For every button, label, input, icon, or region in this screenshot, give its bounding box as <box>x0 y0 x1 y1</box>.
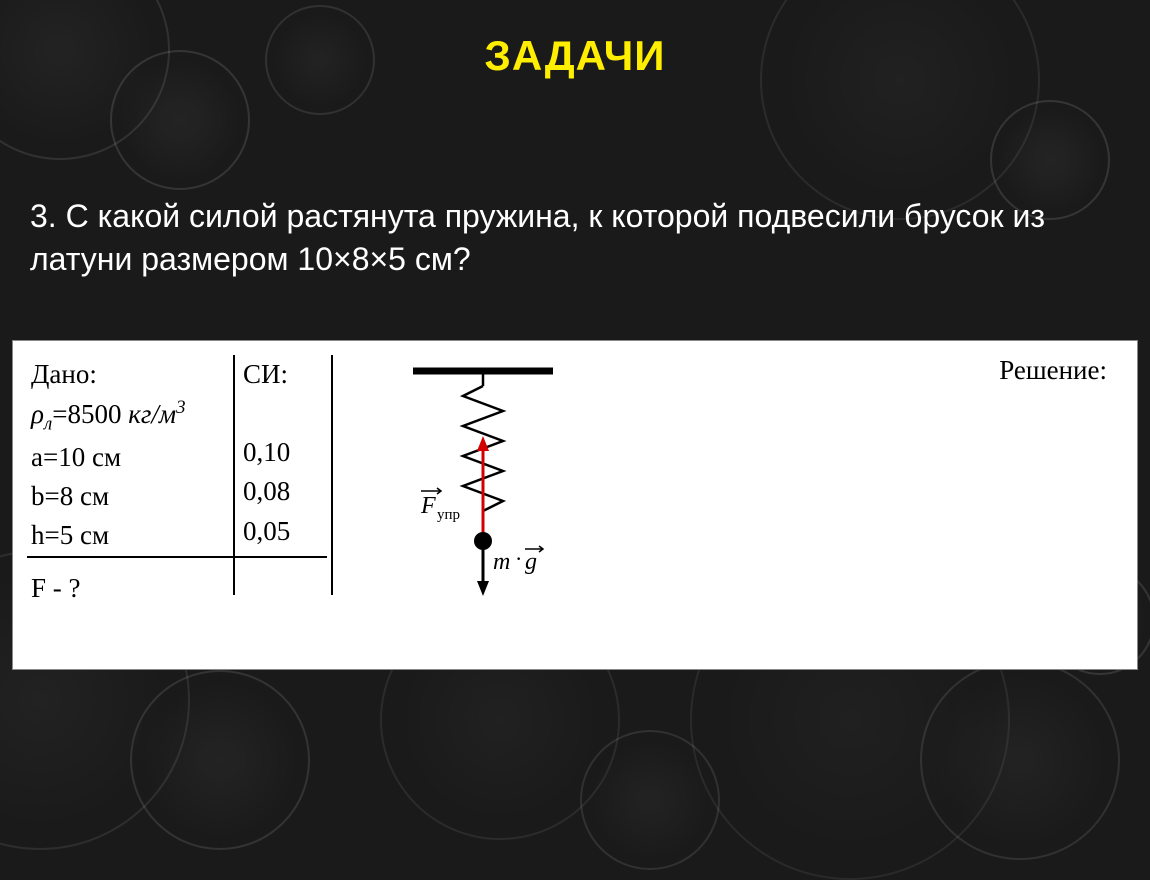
divider-vertical-2 <box>331 355 333 595</box>
given-a: a=10 см <box>31 438 186 477</box>
force-diagram: F упр m · g <box>393 351 573 611</box>
given-block: Дано: ρл=8500 кг/м3 a=10 см b=8 см h=5 с… <box>31 355 186 609</box>
problem-statement: 3. С какой силой растянута пружина, к ко… <box>30 195 1120 281</box>
svg-text:упр: упр <box>437 507 460 523</box>
solution-label: Решение: <box>999 355 1107 386</box>
page-title: ЗАДАЧИ <box>0 32 1150 80</box>
svg-text:F: F <box>420 493 436 519</box>
given-rho: ρл=8500 кг/м3 <box>31 394 186 438</box>
divider-vertical-1 <box>233 355 235 595</box>
given-b: b=8 см <box>31 477 186 516</box>
divider-horizontal <box>27 556 327 558</box>
si-label: СИ: <box>243 355 290 394</box>
given-label: Дано: <box>31 355 186 394</box>
si-h: 0,05 <box>243 512 290 551</box>
svg-text:·: · <box>515 546 522 571</box>
svg-text:g: g <box>525 549 537 575</box>
solution-panel: Дано: ρл=8500 кг/м3 a=10 см b=8 см h=5 с… <box>12 340 1138 670</box>
svg-text:m: m <box>493 549 510 575</box>
given-find: F - ? <box>31 569 186 608</box>
si-b: 0,08 <box>243 472 290 511</box>
si-a: 0,10 <box>243 433 290 472</box>
si-block: СИ: . 0,10 0,08 0,05 <box>243 355 290 551</box>
given-h: h=5 см <box>31 516 186 555</box>
